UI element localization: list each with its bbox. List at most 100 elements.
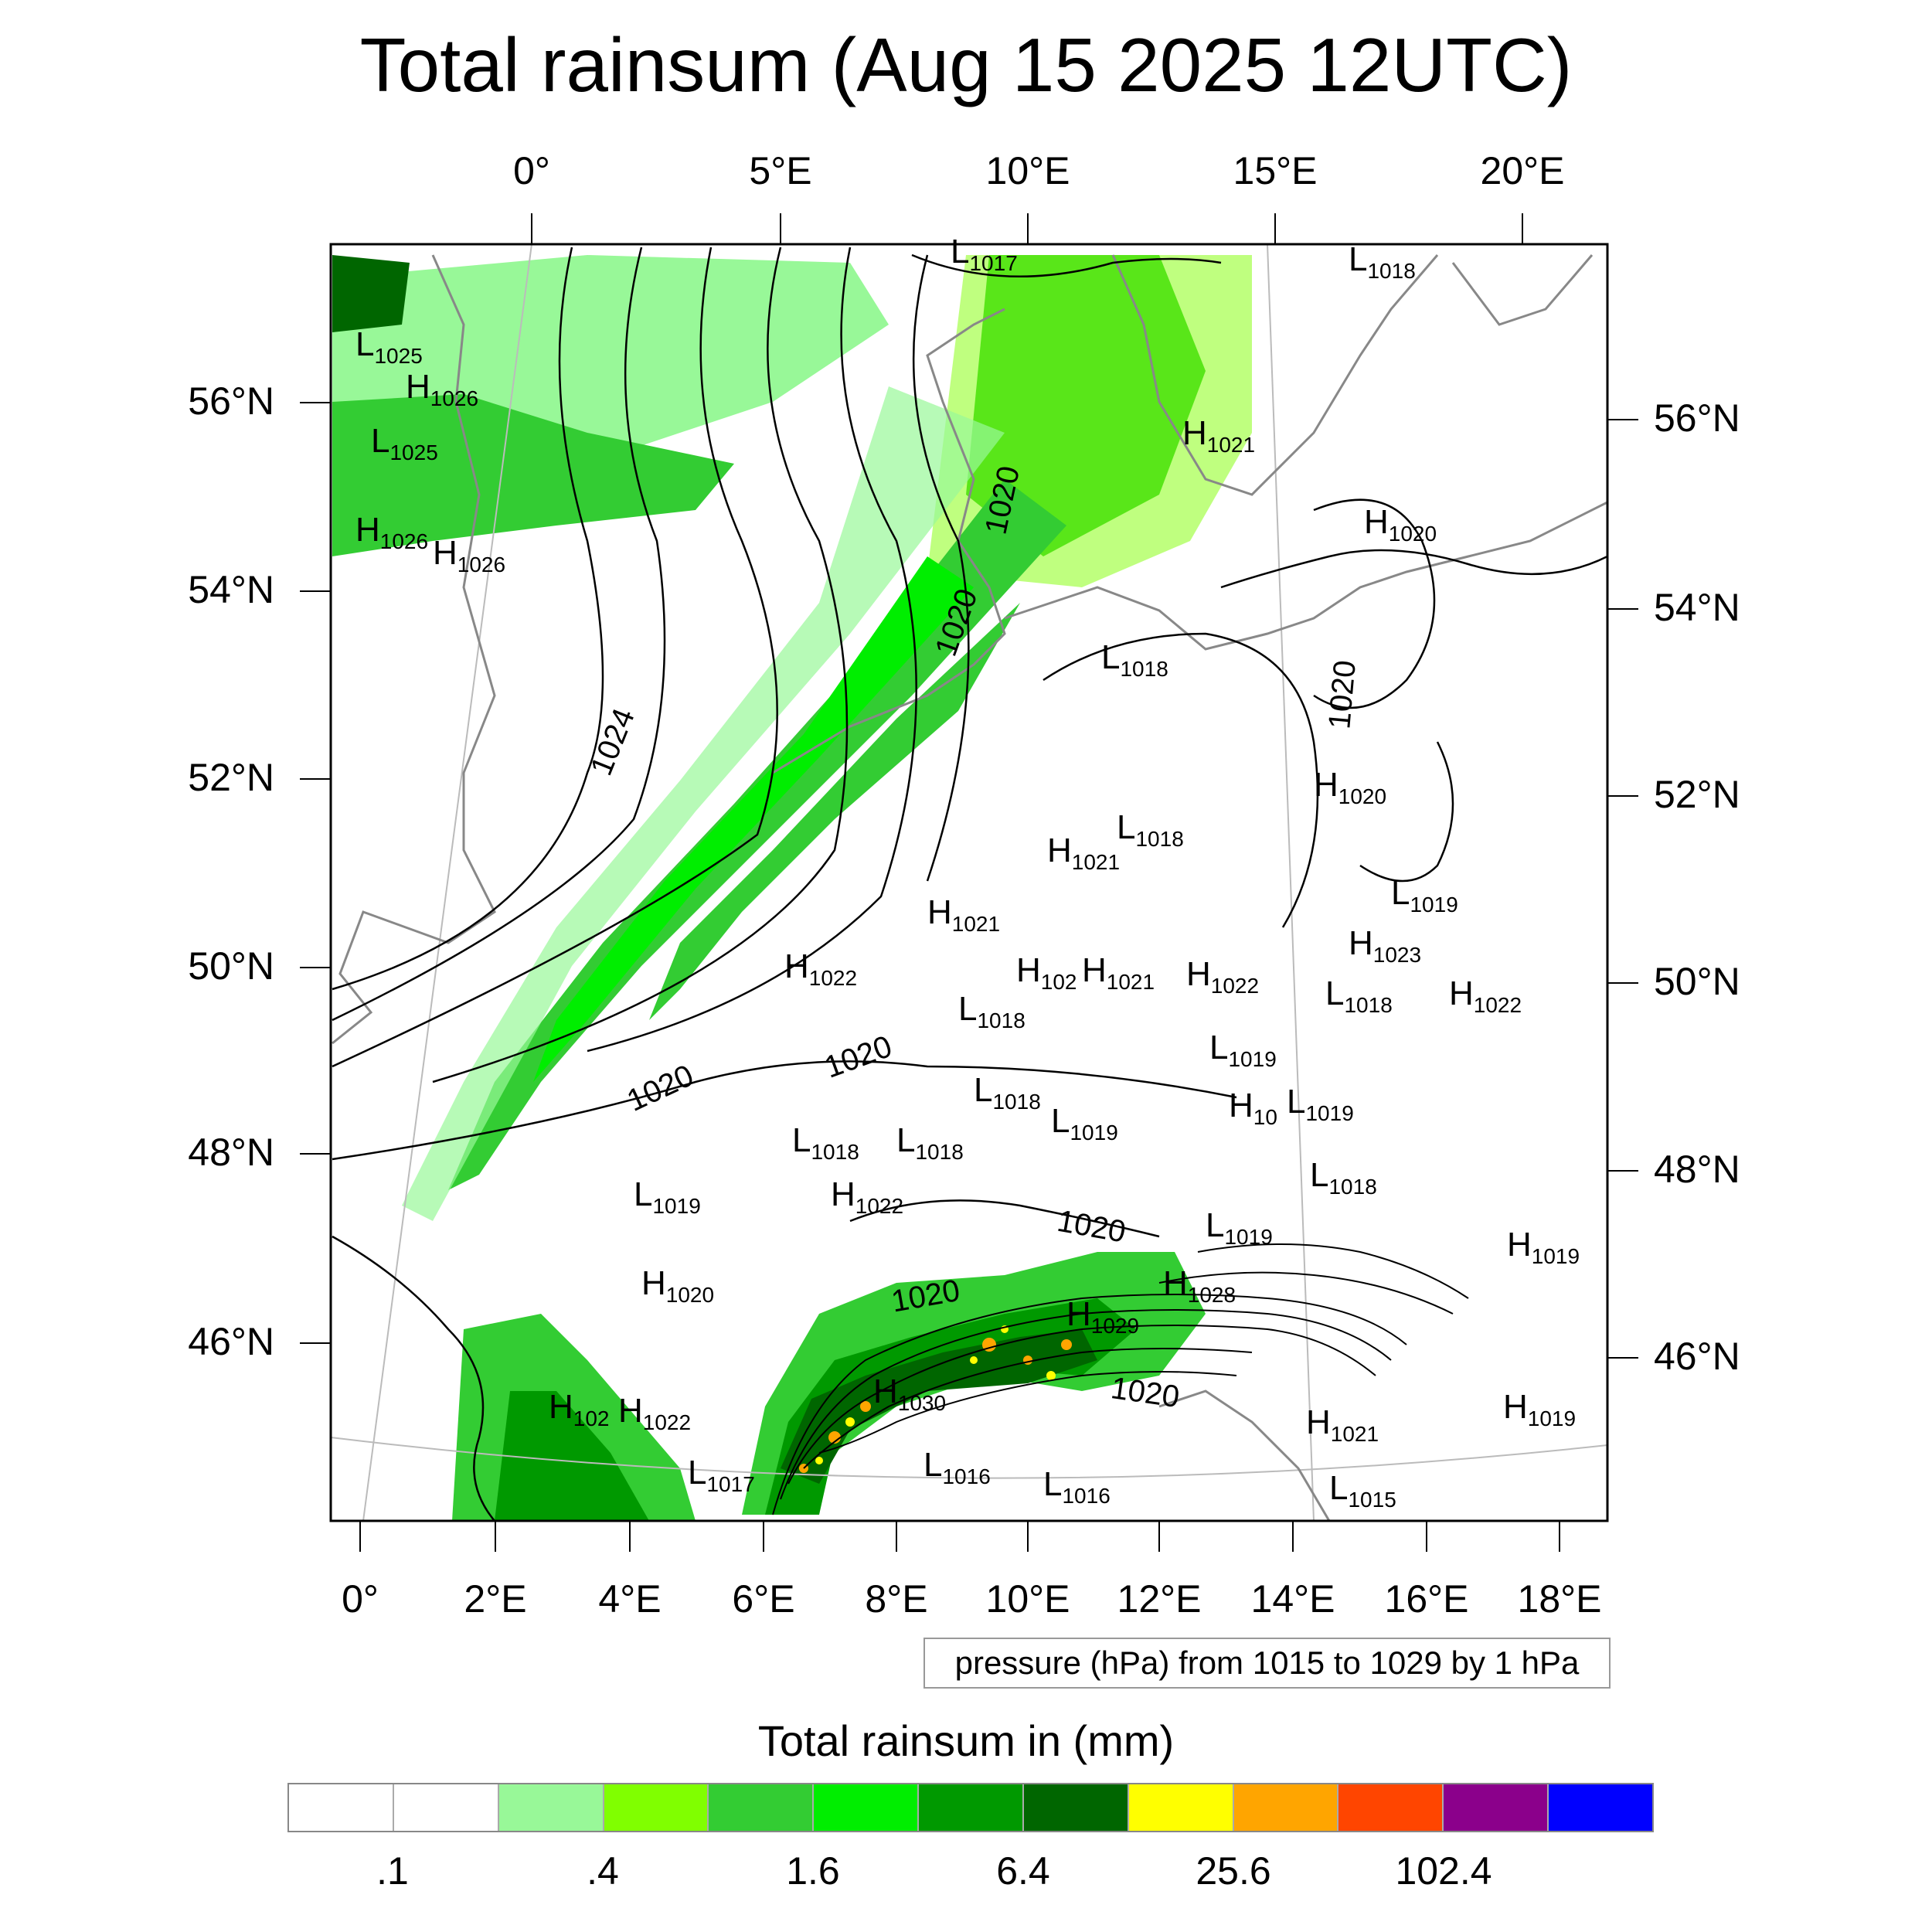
high-pressure-label: H1021 (1047, 832, 1120, 874)
high-pressure-label: H1021 (1182, 414, 1255, 457)
colorbar-swatch (919, 1784, 1024, 1831)
map-title: Total rainsum (Aug 15 2025 12UTC) (359, 22, 1573, 107)
rain-band-core (332, 394, 734, 556)
high-pressure-label: H1026 (355, 511, 428, 553)
low-pressure-label: L1019 (1051, 1102, 1118, 1145)
bottom-lon-label: 12°E (1117, 1577, 1202, 1621)
low-pressure-label: L1018 (974, 1071, 1041, 1114)
low-pressure-label: L1018 (1310, 1156, 1377, 1199)
low-pressure-label: L1018 (1117, 808, 1184, 851)
top-lon-label: 10°E (985, 149, 1070, 192)
bottom-lon-label: 4°E (598, 1577, 662, 1621)
bottom-lon-label: 2°E (464, 1577, 527, 1621)
high-pressure-label: H102 (1016, 951, 1077, 994)
high-pressure-label: H102 (549, 1388, 610, 1430)
left-lat-label: 46°N (188, 1320, 274, 1363)
right-lat-label: 54°N (1654, 586, 1740, 629)
colorbar-swatch (1128, 1784, 1234, 1831)
top-lon-label: 20°E (1480, 149, 1565, 192)
low-pressure-label: L1018 (958, 990, 1026, 1032)
pressure-centers: L1017 L1018L1025H1026L1025H1021H1020H1026… (355, 233, 1580, 1512)
high-pressure-label: H1030 (873, 1372, 946, 1415)
high-pressure-label: H1022 (784, 947, 857, 990)
colorbar-swatch (1233, 1784, 1339, 1831)
left-lat-label: 54°N (188, 568, 274, 611)
high-pressure-label: H1019 (1507, 1226, 1580, 1268)
low-pressure-label: L1016 (923, 1446, 991, 1488)
low-pressure-label: L1017 (951, 233, 1018, 275)
top-lon-label: 15°E (1233, 149, 1318, 192)
colorbar-label: .4 (587, 1849, 619, 1893)
colorbar-label: 102.4 (1395, 1849, 1492, 1893)
left-lat-label: 56°N (188, 379, 274, 423)
colorbar-swatch (1549, 1784, 1652, 1831)
low-pressure-label: L1019 (634, 1175, 701, 1218)
colorbar-swatch (1338, 1784, 1444, 1831)
legend-title: Total rainsum in (mm) (757, 1716, 1175, 1765)
rain-alps-core (781, 1329, 1097, 1484)
isobars (332, 247, 1607, 1521)
bottom-lon-label: 14°E (1250, 1577, 1335, 1621)
colorbar-swatch (814, 1784, 920, 1831)
colorbar-swatch (393, 1784, 499, 1831)
colorbar-label: 1.6 (786, 1849, 840, 1893)
pressure-info-box: pressure (hPa) from 1015 to 1029 by 1 hP… (923, 1638, 1611, 1689)
high-pressure-label: H1021 (927, 893, 1000, 936)
rain-band-diagonal-wide (402, 386, 1005, 1221)
left-lat-label: 50°N (188, 944, 274, 988)
rain-southwest-core (495, 1391, 649, 1521)
rain-corner (332, 255, 410, 332)
bottom-lon-label: 8°E (865, 1577, 928, 1621)
low-pressure-label: L1018 (1101, 638, 1168, 681)
rain-band-diagonal-2 (649, 603, 1020, 1020)
high-pressure-label: H1022 (831, 1175, 903, 1218)
high-pressure-label: H1020 (1314, 766, 1386, 808)
high-pressure-label: H1022 (1186, 955, 1259, 998)
colorbar-swatch (498, 1784, 604, 1831)
left-lat-label: 48°N (188, 1131, 274, 1174)
low-pressure-label: L1018 (1325, 975, 1393, 1017)
colorbar-swatch (1023, 1784, 1129, 1831)
colorbar-label: 25.6 (1196, 1849, 1271, 1893)
high-pressure-label: H1020 (1364, 503, 1437, 546)
top-lon-label: 0° (513, 149, 550, 192)
low-pressure-label: L1018 (792, 1121, 859, 1164)
high-pressure-label: H10 (1229, 1087, 1277, 1129)
right-lat-label: 50°N (1654, 960, 1740, 1003)
coastlines (332, 254, 1607, 1521)
bottom-lon-label: 0° (342, 1577, 379, 1621)
high-pressure-label: H1026 (433, 534, 505, 577)
left-lat-label: 52°N (188, 756, 274, 799)
colorbar-swatch (604, 1784, 709, 1831)
high-pressure-label: H1019 (1503, 1388, 1576, 1430)
right-lat-label: 52°N (1654, 773, 1740, 816)
low-pressure-label: L1015 (1329, 1469, 1396, 1512)
right-lat-label: 48°N (1654, 1148, 1740, 1191)
low-pressure-label: L1025 (355, 325, 423, 368)
low-pressure-label: L1017 (688, 1454, 755, 1496)
bottom-lon-label: 18°E (1517, 1577, 1602, 1621)
low-pressure-label: L1019 (1391, 874, 1458, 917)
top-lon-label: 5°E (749, 149, 812, 192)
high-pressure-label: H1028 (1163, 1264, 1236, 1307)
low-pressure-label: L1018 (1349, 240, 1416, 283)
graticule (331, 244, 1607, 1521)
high-pressure-label: H1029 (1066, 1295, 1139, 1338)
right-lat-label: 56°N (1654, 396, 1740, 440)
high-pressure-label: H1026 (406, 368, 478, 410)
low-pressure-label: L1025 (371, 422, 438, 464)
low-pressure-label: L1018 (896, 1121, 964, 1164)
low-pressure-label: L1016 (1043, 1465, 1111, 1508)
bottom-lon-label: 16°E (1384, 1577, 1469, 1621)
low-pressure-label: L1019 (1287, 1083, 1354, 1125)
right-lat-label: 46°N (1654, 1335, 1740, 1378)
high-pressure-label: H1020 (641, 1264, 714, 1307)
high-pressure-label: H1022 (1449, 975, 1522, 1017)
high-pressure-label: H1021 (1082, 951, 1155, 994)
high-pressure-label: H1022 (618, 1392, 691, 1434)
colorbar-swatch (709, 1784, 815, 1831)
rain-band-diagonal-1b (533, 556, 974, 1082)
isobar-label: 1020 (1322, 659, 1362, 730)
high-pressure-label: H1021 (1306, 1403, 1379, 1446)
